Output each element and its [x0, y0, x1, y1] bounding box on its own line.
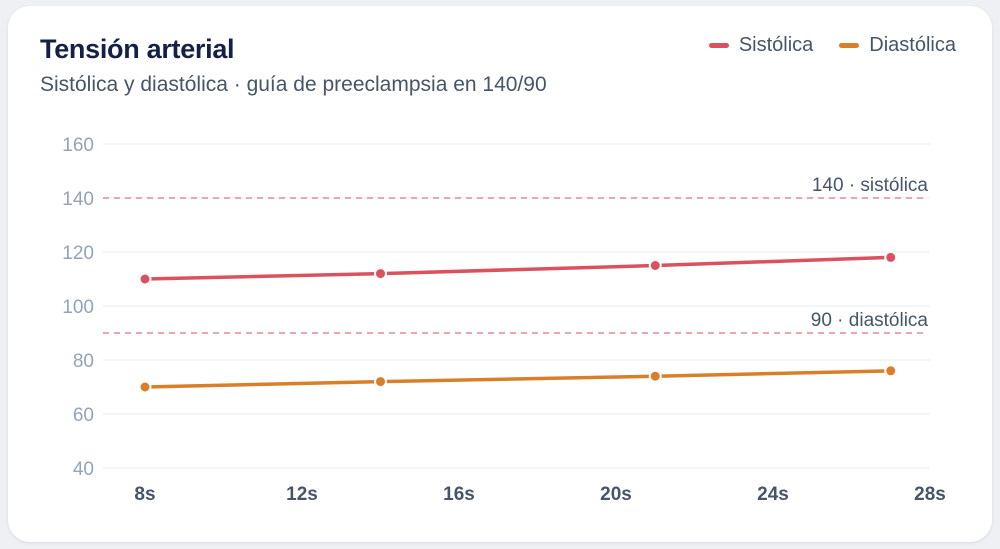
data-point-systolic	[884, 250, 898, 264]
x-tick-label: 20s	[600, 484, 632, 505]
data-point-systolic	[374, 267, 387, 281]
x-tick-label: 28s	[914, 484, 946, 505]
chart-subtitle: Sistólica y diastólica · guía de preecla…	[40, 73, 547, 96]
data-point-diastolic	[884, 364, 898, 378]
data-point-systolic	[648, 259, 662, 272]
legend: Sistólica Diastólica	[708, 34, 956, 57]
y-tick-label: 40	[73, 459, 94, 480]
series-line-diastolic	[143, 369, 893, 389]
data-point-diastolic	[374, 375, 387, 389]
y-tick-label: 160	[62, 135, 94, 156]
legend-label-diastolic: Diastólica	[869, 34, 956, 56]
series-line-systolic	[143, 255, 893, 281]
legend-swatch-systolic	[708, 43, 729, 48]
y-tick-label: 120	[62, 243, 94, 264]
chart-title: Tensión arterial	[40, 34, 235, 64]
legend-swatch-diastolic	[839, 43, 860, 48]
data-point-diastolic	[648, 369, 662, 383]
y-tick-label: 140	[62, 189, 94, 210]
reference-line-label: 140 · sistólica	[812, 175, 929, 196]
x-tick-label: 16s	[443, 484, 475, 505]
legend-label-systolic: Sistólica	[738, 34, 814, 56]
y-tick-label: 100	[62, 297, 94, 318]
y-tick-label: 60	[73, 405, 94, 426]
x-tick-label: 12s	[286, 484, 318, 505]
chart-card: Tensión arterial Sistólica y diastólica …	[8, 6, 992, 542]
legend-item-systolic[interactable]: Sistólica	[708, 34, 814, 57]
x-tick-label: 8s	[134, 484, 155, 505]
data-point-diastolic	[138, 380, 152, 394]
reference-line-label: 90 · diastólica	[811, 310, 929, 331]
y-tick-label: 80	[73, 351, 94, 372]
data-point-systolic	[138, 272, 152, 286]
x-tick-label: 24s	[757, 484, 789, 505]
legend-item-diastolic[interactable]: Diastólica	[839, 34, 956, 57]
